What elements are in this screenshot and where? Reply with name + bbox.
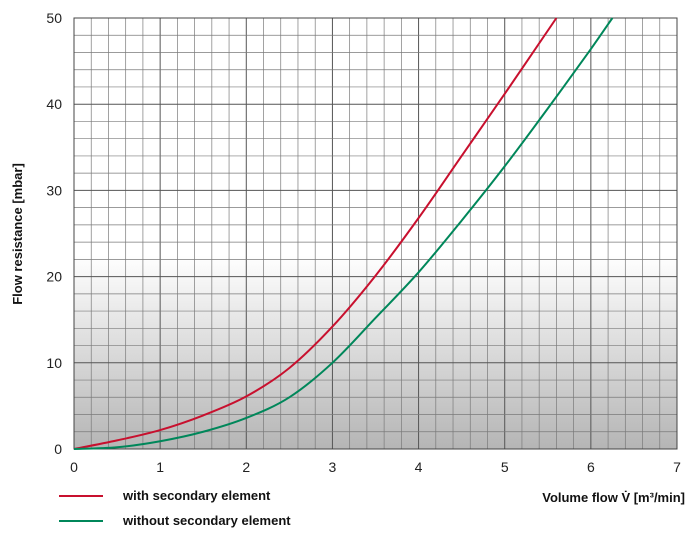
legend-label: without secondary element (122, 513, 291, 528)
x-tick-label: 4 (415, 459, 423, 475)
x-tick-label: 2 (242, 459, 250, 475)
y-tick-label: 10 (46, 355, 62, 371)
series-line-without-secondary-element (73, 17, 614, 450)
tick-labels: 0 1 2 3 4 5 6 7 0 10 20 30 40 50 (46, 10, 681, 475)
y-tick-label: 30 (46, 182, 62, 198)
plot-frame (73, 17, 678, 450)
y-tick-label: 20 (46, 269, 62, 285)
x-tick-label: 1 (156, 459, 164, 475)
x-tick-label: 3 (329, 459, 337, 475)
y-tick-label: 40 (46, 96, 62, 112)
x-tick-label: 6 (587, 459, 595, 475)
grid (73, 17, 678, 450)
legend: with secondary element without secondary … (59, 488, 291, 528)
y-axis-label: Flow resistance [mbar] (10, 163, 25, 305)
plot-background (74, 18, 677, 449)
series-group (73, 17, 614, 450)
x-axis-label: Volume flow V̇ [m³/min] (542, 490, 685, 505)
y-tick-label: 50 (46, 10, 62, 26)
x-tick-label: 5 (501, 459, 509, 475)
x-tick-label: 0 (70, 459, 78, 475)
series-line-with-secondary-element (73, 17, 558, 450)
legend-label: with secondary element (122, 488, 271, 503)
x-tick-label: 7 (673, 459, 681, 475)
y-tick-label: 0 (54, 441, 62, 457)
